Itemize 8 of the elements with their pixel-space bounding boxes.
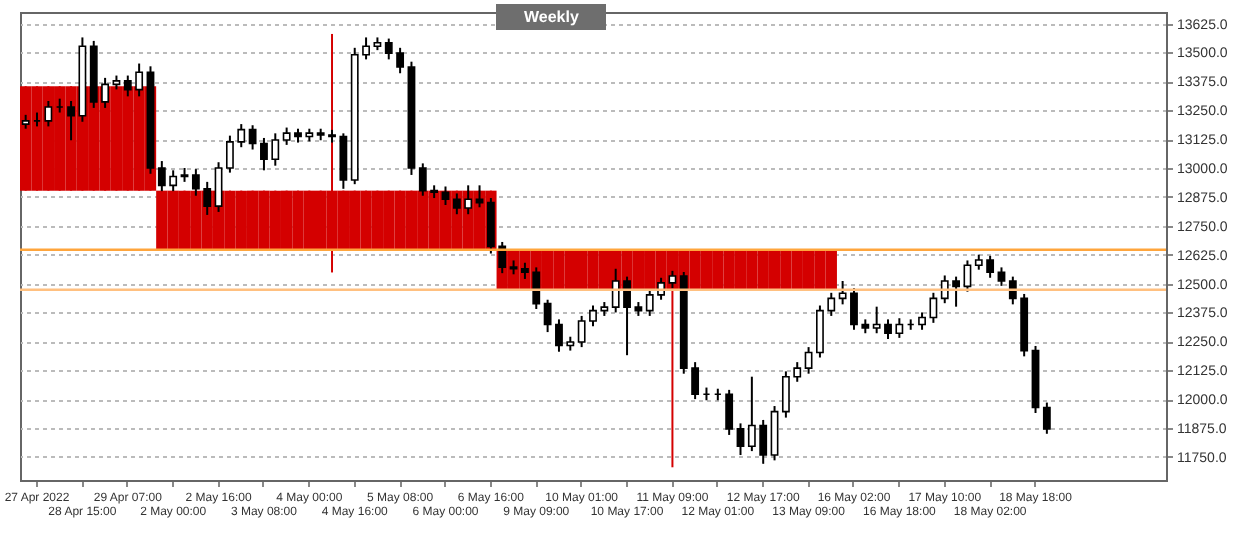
label-box: Weekly xyxy=(496,4,607,30)
candlestick xyxy=(1042,401,1051,435)
candlestick xyxy=(770,405,779,462)
candlestick xyxy=(725,388,734,436)
candlestick xyxy=(44,99,53,128)
candlestick xyxy=(997,266,1006,287)
candlestick xyxy=(736,422,745,457)
candlestick xyxy=(963,259,972,293)
